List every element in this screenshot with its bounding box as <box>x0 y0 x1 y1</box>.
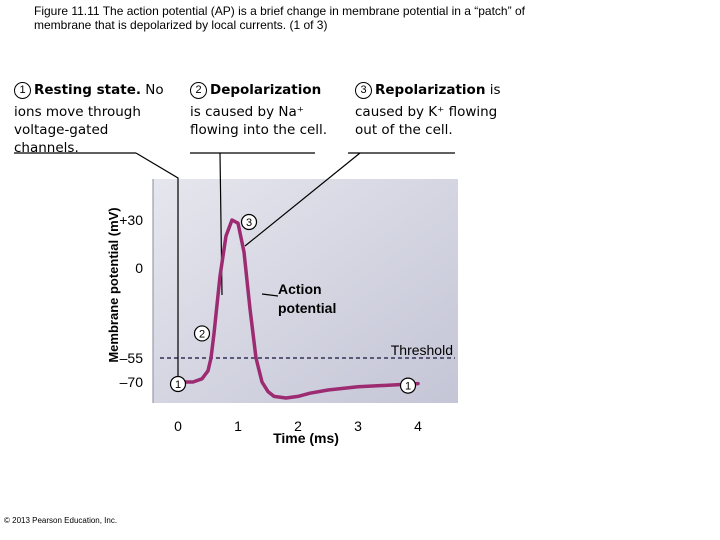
point-marker-label: 1 <box>175 379 181 391</box>
leader-line-step-1 <box>135 152 179 382</box>
y-tick-label: –55 <box>120 350 144 366</box>
point-marker-circle <box>169 375 187 393</box>
step-title-tail: is <box>489 82 501 98</box>
threshold-label: Threshold <box>391 342 453 358</box>
step-number-3: 3 <box>355 82 372 99</box>
step-title-depolarization: Depolarization <box>210 82 322 98</box>
x-tick-label: 2 <box>294 418 302 434</box>
step-number-1: 1 <box>14 82 31 99</box>
action-potential-curve <box>176 218 420 400</box>
step-resting: 1 Resting state. No ions move through vol… <box>14 82 164 157</box>
point-marker-1: 1 <box>169 375 187 393</box>
plot-area <box>153 179 458 403</box>
step-depolarization: 2 Depolarization is caused by Na⁺ flowing… <box>190 82 345 139</box>
step-text-resting-start: No <box>145 82 164 98</box>
action-potential-label-line-1: Action <box>278 281 322 297</box>
step-title-resting: Resting state. <box>34 82 141 98</box>
action-potential-pointer <box>261 293 279 297</box>
copyright: © 2013 Pearson Education, Inc. <box>4 516 118 525</box>
x-tick-label: 0 <box>174 418 182 434</box>
y-tick-label: 0 <box>135 260 143 276</box>
point-marker-label: 2 <box>199 328 205 340</box>
x-tick-label: 1 <box>234 418 242 434</box>
point-marker-4: 1 <box>399 377 417 394</box>
caption-line-2: membrane that is depolarized by local cu… <box>34 18 328 32</box>
y-axis-title: Membrane potential (mV) <box>106 207 121 362</box>
x-axis-title: Time (ms) <box>273 430 339 446</box>
step-number-2: 2 <box>190 82 207 99</box>
point-marker-3: 3 <box>240 213 258 231</box>
point-marker-label: 3 <box>246 217 252 229</box>
leader-line-step-3 <box>244 152 361 247</box>
step-title-repolarization: Repolarization <box>375 82 486 98</box>
point-marker-circle <box>193 325 211 342</box>
point-marker-circle <box>240 213 258 231</box>
x-tick-label: 3 <box>354 418 362 434</box>
point-marker-label: 1 <box>405 381 411 393</box>
point-marker-circle <box>399 377 417 394</box>
y-tick-label: +30 <box>119 212 143 228</box>
step-text-depolarization: is caused by Na⁺ flowing into the cell. <box>190 104 328 138</box>
point-marker-2: 2 <box>193 325 211 342</box>
step-text-resting: ions move through voltage-gated channels… <box>14 104 141 156</box>
caption-line-1: Figure 11.11 The action potential (AP) i… <box>34 4 525 18</box>
step-repolarization: 3 Repolarization is caused by K⁺ flowing … <box>355 82 515 139</box>
action-potential-label-line-2: potential <box>278 300 336 316</box>
step-text-repolarization: caused by K⁺ flowing out of the cell. <box>355 104 498 138</box>
y-tick-label: –70 <box>120 374 144 390</box>
figure-caption: Figure 11.11 The action potential (AP) i… <box>34 4 674 32</box>
x-tick-label: 4 <box>414 418 422 434</box>
